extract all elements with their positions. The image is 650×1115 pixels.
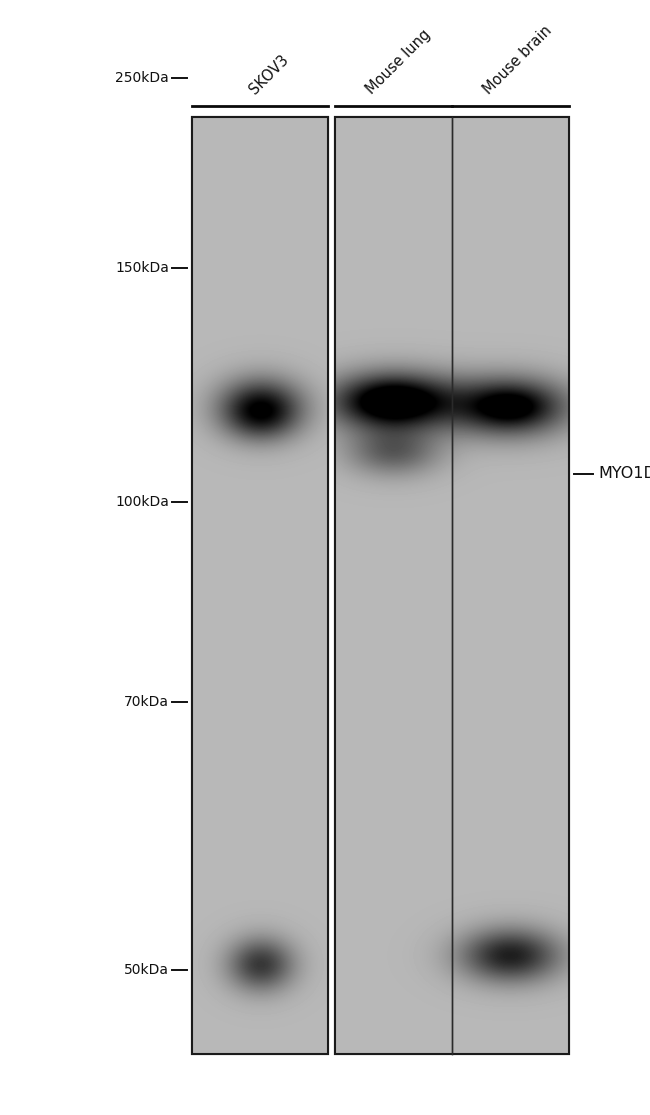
Text: MYO1D: MYO1D [598,466,650,482]
Bar [192,117,328,1054]
Bar [335,117,569,1054]
Bar [335,117,569,1054]
Text: 250kDa: 250kDa [115,71,169,85]
Text: 150kDa: 150kDa [115,261,169,274]
Text: Mouse brain: Mouse brain [480,22,554,97]
Bar [192,117,328,1054]
Text: SKOV3: SKOV3 [246,52,291,97]
Text: 70kDa: 70kDa [124,696,169,709]
Text: 50kDa: 50kDa [124,963,169,977]
Text: Mouse lung: Mouse lung [363,27,434,97]
Text: 100kDa: 100kDa [115,495,169,508]
